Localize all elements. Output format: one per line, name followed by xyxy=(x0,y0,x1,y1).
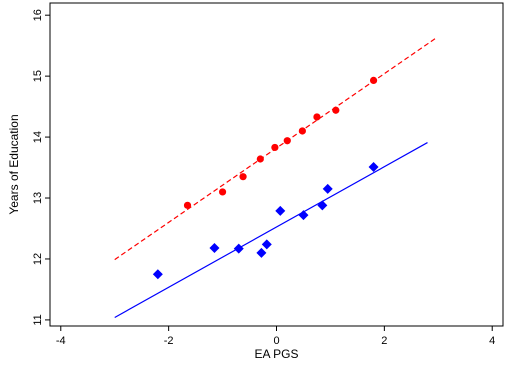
circle-data-point xyxy=(283,137,291,145)
diamond-data-point xyxy=(275,205,286,216)
y-tick-label: 16 xyxy=(32,9,44,21)
diamond-data-point xyxy=(261,239,272,250)
diamond-data-point xyxy=(368,161,379,172)
x-tick-label: 4 xyxy=(489,335,495,347)
y-tick-label: 12 xyxy=(32,253,44,265)
diamond-data-point xyxy=(256,247,267,258)
y-tick-label: 15 xyxy=(32,70,44,82)
x-axis-title: EA PGS xyxy=(254,347,298,361)
diamond-data-point xyxy=(233,243,244,254)
circle-data-point xyxy=(369,76,378,84)
x-tick-label: -2 xyxy=(164,335,174,347)
x-tick-label: 0 xyxy=(273,335,279,347)
circle-data-point xyxy=(256,155,264,163)
circle-data-point xyxy=(239,173,247,181)
y-tick-label: 13 xyxy=(32,192,44,204)
x-tick-label: -4 xyxy=(56,335,66,347)
circle-data-point xyxy=(313,113,321,121)
diamond-series-fit-line xyxy=(114,142,428,318)
circle-data-point xyxy=(271,143,279,152)
circle-data-point xyxy=(183,201,192,209)
y-axis-title: Years of Education xyxy=(7,114,21,214)
y-tick-label: 14 xyxy=(32,131,44,143)
diamond-data-point xyxy=(298,210,309,221)
x-tick-label: 2 xyxy=(381,335,387,347)
diamond-data-point xyxy=(317,200,328,211)
diamond-data-point xyxy=(152,269,163,280)
diamond-data-point xyxy=(209,242,220,253)
y-tick-label: 11 xyxy=(32,314,44,325)
circle-data-point xyxy=(298,127,306,135)
circle-data-point xyxy=(218,188,227,196)
diamond-data-point xyxy=(322,183,333,194)
circle-data-point xyxy=(332,106,340,114)
